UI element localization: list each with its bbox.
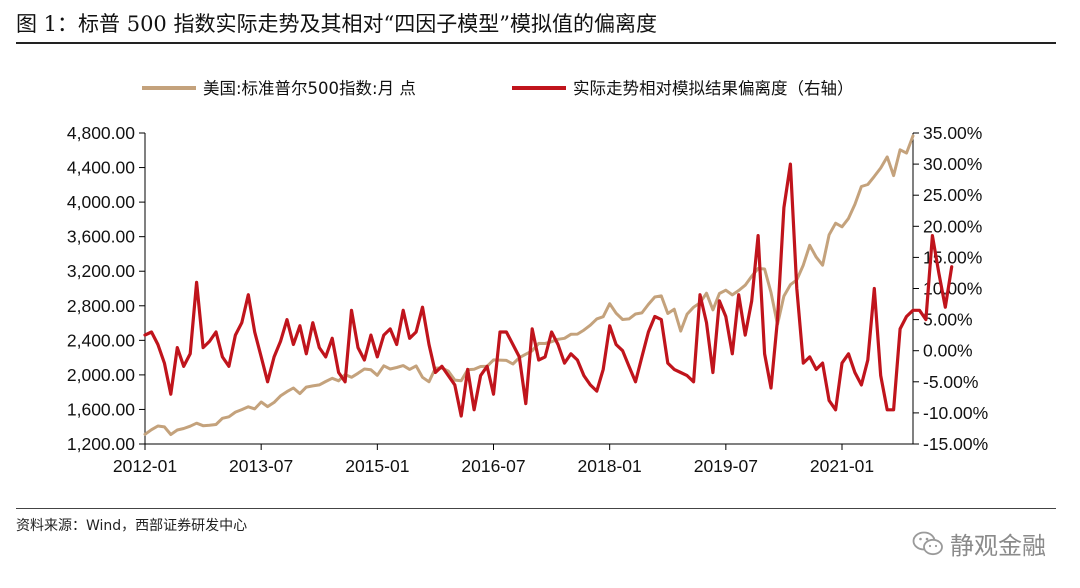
chart: 美国:标准普尔500指数:月 点 实际走势相对模拟结果偏离度（右轴） 1,200… (67, 79, 988, 476)
y-left-tick-label: 2,000.00 (67, 365, 135, 385)
y-right-tick-label: 20.00% (923, 216, 982, 236)
y-right-tick-label: 25.00% (923, 185, 982, 205)
x-tick-label: 2021-01 (810, 456, 874, 476)
y-right-tick-label: 10.00% (923, 279, 982, 299)
y-right-tick-label: -10.00% (923, 403, 988, 423)
title-rule (16, 42, 1056, 44)
y-left-tick-label: 2,400.00 (67, 330, 135, 350)
wechat-icon (912, 531, 943, 555)
series-line-deviation (143, 162, 954, 418)
x-tick-label: 2019-07 (694, 456, 758, 476)
x-tick-label: 2015-01 (345, 456, 409, 476)
x-tick-label: 2018-01 (578, 456, 642, 476)
plot-lines (143, 134, 954, 436)
axes: 1,200.00 1,600.00 2,000.00 2,400.00 2,800.00… (67, 123, 988, 476)
y-right-tick-label: 5.00% (923, 310, 973, 330)
y-left-tick-label: 1,200.00 (67, 434, 135, 454)
x-tick-label: 2013-07 (229, 456, 293, 476)
y-left-tick-label: 4,800.00 (67, 123, 135, 143)
legend-sp500-label: 美国:标准普尔500指数:月 点 (203, 79, 416, 98)
source-rule (16, 508, 1056, 509)
y-right-tick-label: -5.00% (923, 372, 978, 392)
legend: 美国:标准普尔500指数:月 点 实际走势相对模拟结果偏离度（右轴） (142, 79, 854, 98)
y-left-tick-label: 3,600.00 (67, 227, 135, 247)
y-right-tick-label: 0.00% (923, 341, 973, 361)
watermark: 静观金融 (912, 526, 1046, 561)
y-left-tick-label: 4,000.00 (67, 192, 135, 212)
y-left-tick-label: 2,800.00 (67, 296, 135, 316)
y-right-tick-label: 35.00% (923, 123, 982, 143)
figure-title: 图 1：标普 500 指数实际走势及其相对“四因子模型”模拟值的偏离度 (16, 12, 657, 36)
legend-deviation-label: 实际走势相对模拟结果偏离度（右轴） (573, 79, 854, 98)
source-note: 资料来源：Wind，西部证券研发中心 (16, 518, 248, 534)
watermark-text: 静观金融 (950, 532, 1046, 560)
y-left-tick-label: 1,600.00 (67, 399, 135, 419)
x-tick-label: 2012-01 (113, 456, 177, 476)
y-right-tick-label: 30.00% (923, 154, 982, 174)
x-tick-label: 2016-07 (461, 456, 525, 476)
y-left-tick-label: 4,400.00 (67, 158, 135, 178)
y-right-tick-label: -15.00% (923, 434, 988, 454)
y-left-tick-label: 3,200.00 (67, 261, 135, 281)
